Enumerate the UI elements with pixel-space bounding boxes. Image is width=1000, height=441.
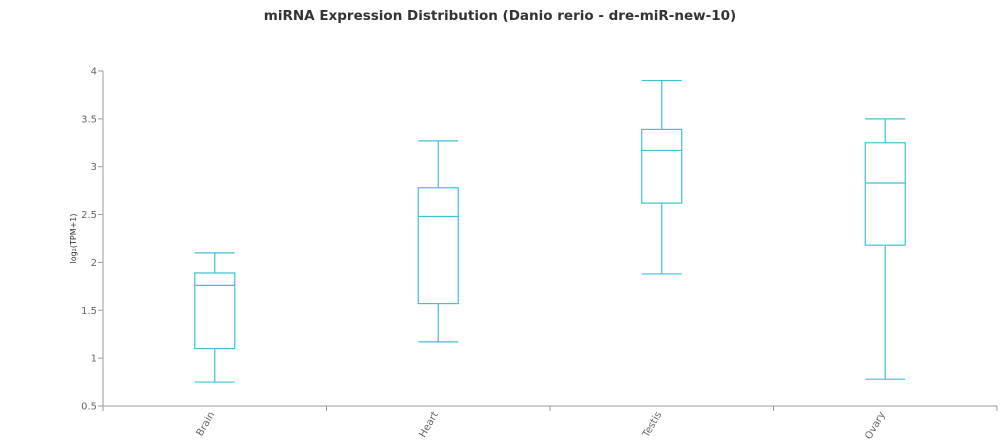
iqr-box	[417, 187, 459, 305]
y-axis: 0.5 1 1.5 2 2.5 3 3.5 4	[81, 67, 104, 413]
y-tick-label: 3.5	[81, 114, 97, 125]
x-tick-label: Brain	[195, 410, 218, 438]
box-ovary	[864, 118, 906, 380]
iqr-box	[641, 128, 683, 204]
box-brain	[194, 252, 236, 383]
y-tick-label: 4	[91, 67, 97, 78]
box-heart	[417, 140, 459, 343]
iqr-box	[194, 272, 236, 350]
chart-title: miRNA Expression Distribution (Danio rer…	[263, 8, 737, 24]
iqr-box	[864, 142, 906, 246]
y-tick-label: 3	[91, 162, 97, 173]
x-tick-label: Ovary	[863, 410, 888, 441]
x-tick-label: Testis	[640, 410, 664, 440]
y-tick-label: 1.5	[81, 306, 97, 317]
y-tick-label: 0.5	[81, 402, 97, 413]
y-tick-label: 2.5	[81, 210, 97, 221]
box-testis	[641, 79, 683, 275]
x-tick-label: Heart	[417, 410, 440, 440]
y-tick-label: 1	[91, 354, 97, 365]
box-series	[194, 79, 906, 383]
y-axis-title: log₂(TPM+1)	[69, 213, 78, 263]
y-tick-label: 2	[91, 258, 97, 269]
x-axis: Brain Heart Testis Ovary	[102, 405, 998, 441]
